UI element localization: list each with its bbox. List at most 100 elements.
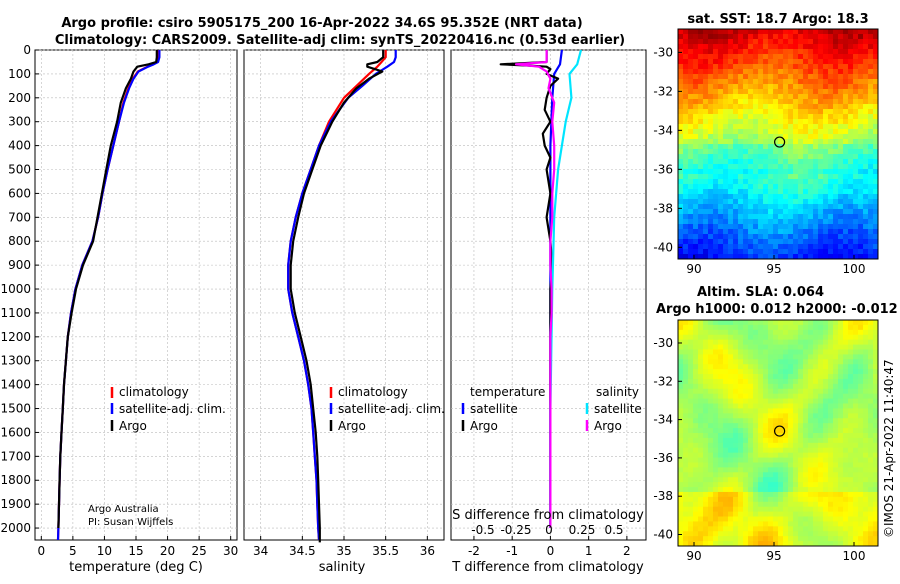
map-cell [833, 320, 839, 326]
map-cell [683, 234, 689, 240]
map-cell [718, 477, 724, 483]
map-cell [743, 344, 749, 350]
map-cell [823, 452, 829, 458]
map-cell [728, 383, 734, 390]
map-cell [873, 496, 879, 503]
map-cell [698, 69, 704, 75]
map-cell [853, 204, 859, 210]
map-cell [843, 159, 849, 165]
map-cell [683, 369, 689, 375]
map-cell [768, 374, 774, 380]
map-cell [713, 423, 719, 429]
map-cell [863, 89, 869, 95]
map-cell [748, 354, 754, 360]
map-cell [688, 204, 694, 210]
map-cell [708, 219, 714, 225]
map-cell [788, 393, 794, 400]
map-cell [693, 334, 699, 341]
map-cell [808, 54, 814, 60]
map-cell [873, 413, 879, 419]
map-cell [748, 159, 754, 165]
map-cell [748, 334, 754, 341]
map-cell [733, 511, 739, 517]
map-cell [783, 249, 789, 255]
map-cell [708, 496, 714, 503]
map-cell [813, 139, 819, 145]
map-cell [733, 234, 739, 240]
map-cell [858, 467, 864, 473]
map-cell [793, 164, 799, 170]
map-y-tick-label: -36 [653, 162, 673, 176]
map-cell [833, 99, 839, 105]
map-cell [868, 423, 874, 429]
map-cell [803, 114, 809, 120]
map-cell [738, 239, 744, 245]
map-cell [823, 462, 829, 468]
map-cell [848, 536, 854, 542]
map-cell [733, 496, 739, 503]
map-cell [833, 209, 839, 215]
map-cell [848, 516, 854, 522]
map-cell [748, 59, 754, 65]
map-cell [873, 64, 879, 70]
map-cell [738, 199, 744, 205]
map-cell [798, 393, 804, 400]
map-cell [788, 174, 794, 180]
map-cell [833, 541, 839, 547]
map-cell [813, 437, 819, 444]
map-cell [683, 54, 689, 60]
map-cell [803, 49, 809, 55]
map-cell [858, 408, 864, 414]
map-cell [688, 374, 694, 380]
map-cell [683, 44, 689, 50]
map-cell [803, 104, 809, 110]
map-cell [738, 194, 744, 200]
map-cell [718, 219, 724, 225]
map-cell [813, 482, 819, 488]
map-cell [858, 496, 864, 503]
map-cell [753, 364, 759, 370]
map-cell [813, 477, 819, 483]
map-cell [758, 49, 764, 55]
x-tick-label: 30 [223, 544, 238, 558]
map-cell [703, 99, 709, 105]
map-cell [748, 359, 754, 365]
map-cell [703, 139, 709, 145]
map-cell [693, 164, 699, 170]
map-cell [703, 179, 709, 185]
map-cell [718, 199, 724, 205]
map-cell [708, 239, 714, 245]
map-cell [823, 49, 829, 55]
map-cell [758, 244, 764, 250]
map-cell [678, 84, 684, 90]
map-cell [793, 54, 799, 60]
map-cell [738, 249, 744, 255]
map-cell [703, 39, 709, 45]
map-cell [683, 442, 689, 449]
map-cell [828, 114, 834, 120]
map-cell [868, 482, 874, 488]
map-cell [798, 164, 804, 170]
map-cell [678, 254, 684, 260]
map-cell [773, 423, 779, 429]
map-cell [808, 134, 814, 140]
map-cell [688, 413, 694, 419]
map-cell [833, 378, 839, 385]
map-cell [873, 526, 879, 532]
map-cell [838, 378, 844, 385]
map-cell [868, 219, 874, 225]
map-cell [758, 472, 764, 478]
map-cell [863, 94, 869, 100]
map-cell [733, 354, 739, 360]
map-cell [803, 39, 809, 45]
map-cell [853, 428, 859, 434]
map-cell [693, 418, 699, 424]
map-cell [738, 428, 744, 434]
map-cell [803, 506, 809, 513]
map-cell [833, 169, 839, 175]
map-cell [788, 54, 794, 60]
map-cell [793, 339, 799, 345]
map-cell [773, 134, 779, 140]
map-cell [748, 104, 754, 110]
map-cell [843, 442, 849, 449]
